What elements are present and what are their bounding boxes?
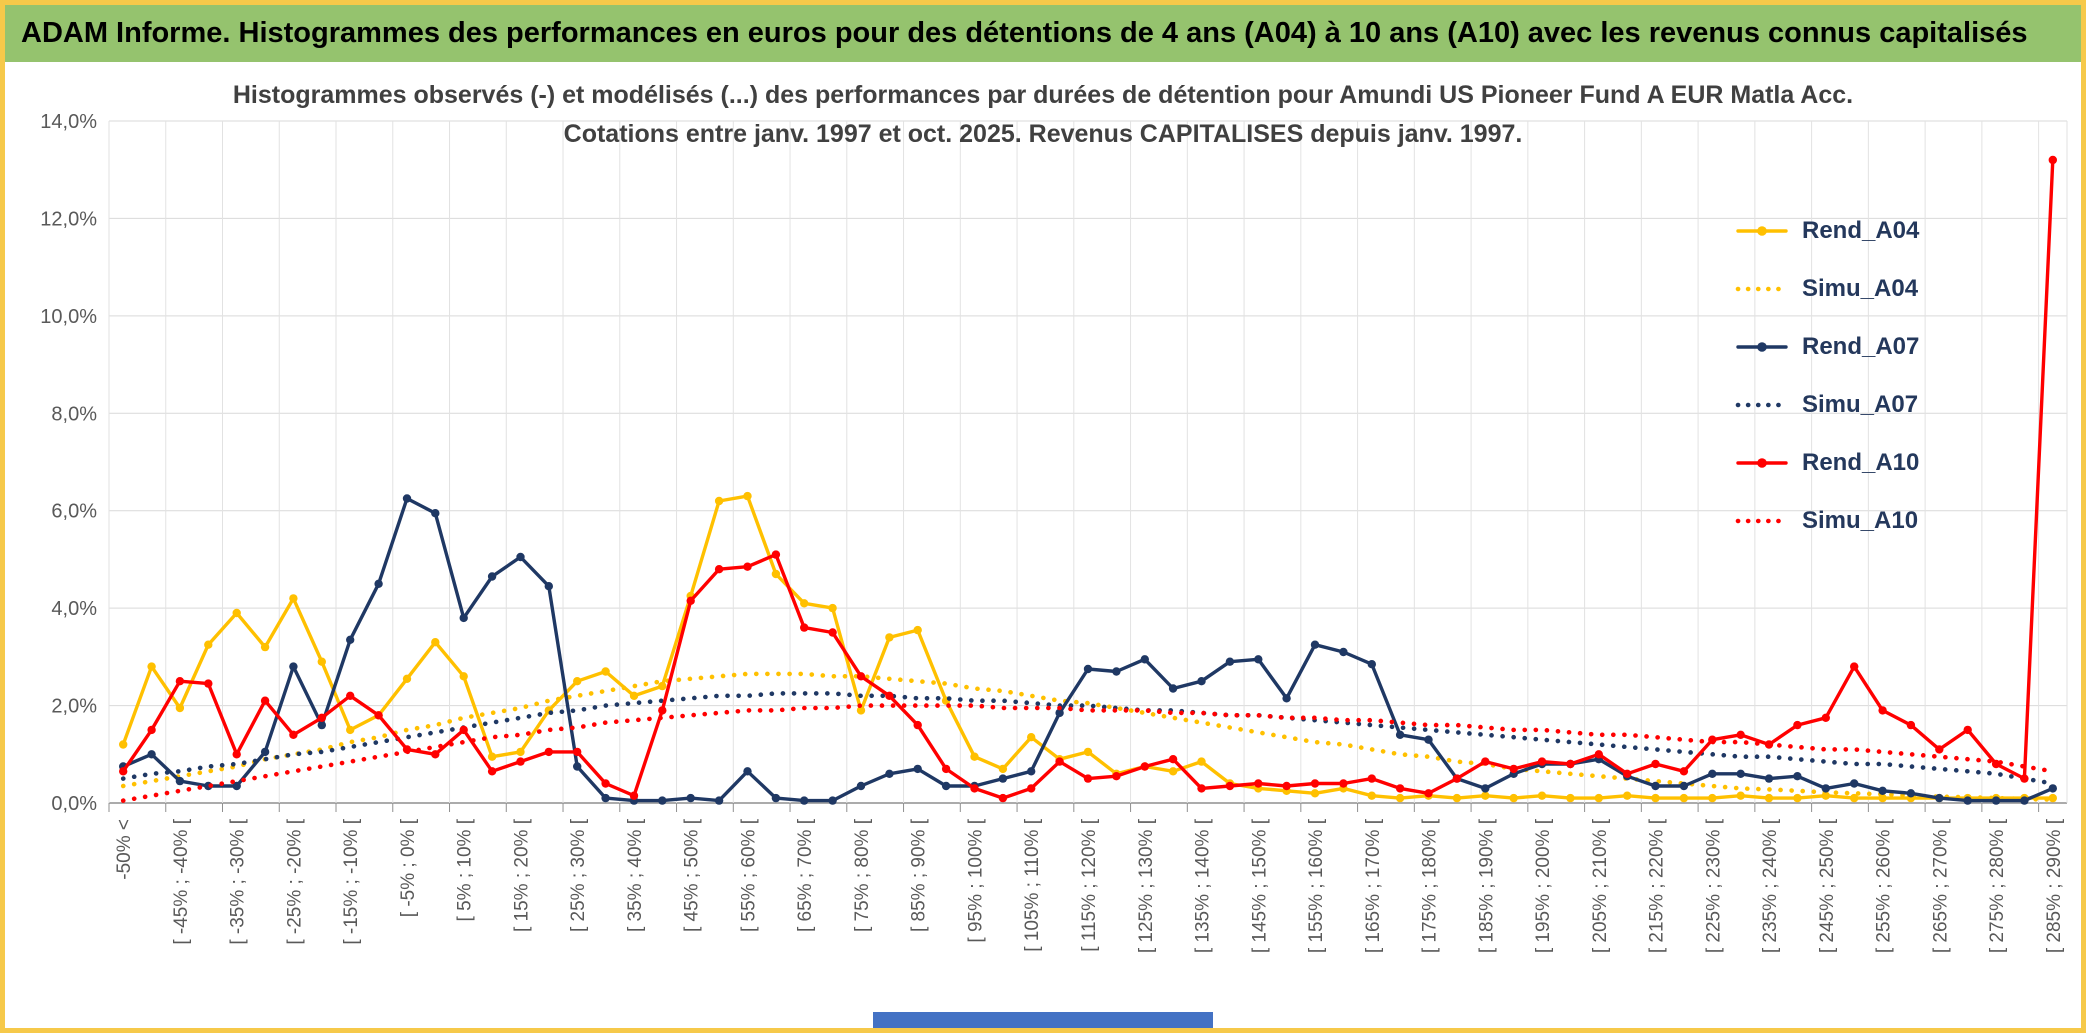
svg-text:[ 205% ; 210% [: [ 205% ; 210% [ [1590, 818, 1611, 953]
svg-text:[ 265% ; 270% [: [ 265% ; 270% [ [1930, 818, 1951, 953]
header-title: ADAM Informe. Histogrammes des performan… [21, 17, 2028, 49]
svg-text:[ 5% ; 10% [: [ 5% ; 10% [ [455, 818, 476, 921]
series-simu_a04 [120, 671, 2056, 802]
svg-text:[ 15% ; 20% [: [ 15% ; 20% [ [511, 818, 532, 932]
legend-dotted-line-swatch [1735, 402, 1789, 408]
legend-label: Rend_A07 [1802, 333, 1920, 360]
svg-text:[ 165% ; 170% [: [ 165% ; 170% [ [1363, 818, 1384, 953]
svg-text:[ 115% ; 120% [: [ 115% ; 120% [ [1079, 818, 1100, 951]
legend-item-rend_a10[interactable]: Rend_A10 [1735, 434, 1919, 492]
series-simu_a07 [120, 691, 2056, 786]
svg-text:0,0%: 0,0% [51, 793, 97, 815]
svg-text:4,0%: 4,0% [51, 598, 97, 620]
legend-label: Rend_A10 [1802, 449, 1920, 476]
svg-text:[ 245% ; 250% [: [ 245% ; 250% [ [1817, 818, 1838, 953]
legend-dotted-line-swatch [1735, 286, 1789, 292]
legend-item-simu_a04[interactable]: Simu_A04 [1735, 260, 1919, 318]
series-rend_a07 [119, 494, 2057, 805]
chart-area: 0,0% 2,0% 4,0% 6,0% 8,0% 10,0% 12,0% 14,0% -50% … [5, 62, 2081, 1028]
legend-label: Simu_A10 [1802, 507, 1919, 534]
x-axis-labels: -50% < [ -45% ; -40% [ [ -35% ; -30% [ [ -2… [114, 818, 2065, 953]
gridlines [108, 120, 2068, 812]
svg-text:[ 45% ; 50% [: [ 45% ; 50% [ [682, 818, 703, 932]
svg-text:[ 255% ; 260% [: [ 255% ; 260% [ [1874, 818, 1895, 953]
chart-title-line1: Histogrammes observés (-) et modélisés (… [232, 81, 1854, 109]
svg-text:[ 195% ; 200% [: [ 195% ; 200% [ [1533, 818, 1554, 953]
header-bar: ADAM Informe. Histogrammes des performan… [5, 5, 2081, 62]
svg-text:[ 275% ; 280% [: [ 275% ; 280% [ [1987, 818, 2008, 953]
svg-text:[ 155% ; 160% [: [ 155% ; 160% [ [1306, 818, 1327, 953]
svg-text:-50% <: -50% < [114, 819, 135, 880]
legend-solid-line-swatch [1736, 342, 1788, 352]
legend-label: Rend_A04 [1802, 217, 1920, 244]
y-axis-labels: 0,0% 2,0% 4,0% 6,0% 8,0% 10,0% 12,0% 14,0% [40, 111, 97, 815]
chart-title: Histogrammes observés (-) et modélisés (… [65, 76, 2021, 154]
legend-solid-line-swatch [1736, 226, 1788, 236]
svg-text:[ 75% ; 80% [: [ 75% ; 80% [ [852, 818, 873, 932]
bottom-accent-bar [873, 1012, 1213, 1028]
svg-text:[ 225% ; 230% [: [ 225% ; 230% [ [1703, 818, 1724, 953]
svg-text:[ 105% ; 110% [: [ 105% ; 110% [ [1022, 818, 1043, 951]
svg-text:[ 215% ; 220% [: [ 215% ; 220% [ [1647, 818, 1668, 953]
svg-text:[ -45% ; -40% [: [ -45% ; -40% [ [171, 818, 192, 944]
svg-text:6,0%: 6,0% [51, 501, 97, 523]
plot-canvas: 0,0% 2,0% 4,0% 6,0% 8,0% 10,0% 12,0% 14,0% -50% … [40, 111, 2068, 953]
series-rend_a10 [119, 155, 2057, 803]
svg-text:8,0%: 8,0% [51, 403, 97, 425]
legend-label: Simu_A07 [1802, 391, 1919, 418]
legend: Rend_A04 Simu_A04 Rend_A07 Simu_A07 Rend_A10… [1735, 202, 1919, 550]
svg-text:[ -15% ; -10% [: [ -15% ; -10% [ [341, 818, 362, 944]
legend-label: Simu_A04 [1802, 275, 1919, 302]
svg-text:[ 25% ; 30% [: [ 25% ; 30% [ [568, 818, 589, 932]
svg-text:[ -25% ; -20% [: [ -25% ; -20% [ [284, 818, 305, 944]
svg-text:[ 145% ; 150% [: [ 145% ; 150% [ [1249, 818, 1270, 953]
svg-text:[ 85% ; 90% [: [ 85% ; 90% [ [909, 818, 930, 932]
svg-text:[ -35% ; -30% [: [ -35% ; -30% [ [228, 818, 249, 944]
svg-text:12,0%: 12,0% [40, 208, 97, 230]
svg-text:[ 285% ; 290% [: [ 285% ; 290% [ [2044, 818, 2065, 953]
svg-text:[ 35% ; 40% [: [ 35% ; 40% [ [625, 818, 646, 932]
svg-text:[ 55% ; 60% [: [ 55% ; 60% [ [738, 818, 759, 932]
chart-title-line2: Cotations entre janv. 1997 et oct. 2025.… [563, 120, 1523, 148]
legend-item-simu_a07[interactable]: Simu_A07 [1735, 376, 1919, 434]
legend-solid-line-swatch [1736, 458, 1788, 468]
svg-text:[ 135% ; 140% [: [ 135% ; 140% [ [1193, 818, 1214, 953]
svg-text:[ 185% ; 190% [: [ 185% ; 190% [ [1476, 818, 1497, 953]
svg-text:10,0%: 10,0% [40, 306, 97, 328]
svg-text:[ 235% ; 240% [: [ 235% ; 240% [ [1760, 818, 1781, 953]
svg-text:[ 125% ; 130% [: [ 125% ; 130% [ [1136, 818, 1157, 953]
svg-text:[ 175% ; 180% [: [ 175% ; 180% [ [1420, 818, 1441, 953]
legend-item-simu_a10[interactable]: Simu_A10 [1735, 492, 1919, 550]
svg-text:[ -5% ; 0% [: [ -5% ; 0% [ [398, 818, 419, 917]
svg-text:14,0%: 14,0% [40, 111, 97, 133]
legend-item-rend_a07[interactable]: Rend_A07 [1735, 318, 1919, 376]
svg-text:[ 65% ; 70% [: [ 65% ; 70% [ [795, 818, 816, 932]
legend-item-rend_a04[interactable]: Rend_A04 [1735, 202, 1919, 260]
legend-dotted-line-swatch [1735, 518, 1789, 524]
svg-text:[ 95% ; 100% [: [ 95% ; 100% [ [965, 818, 986, 942]
svg-text:2,0%: 2,0% [51, 696, 97, 718]
